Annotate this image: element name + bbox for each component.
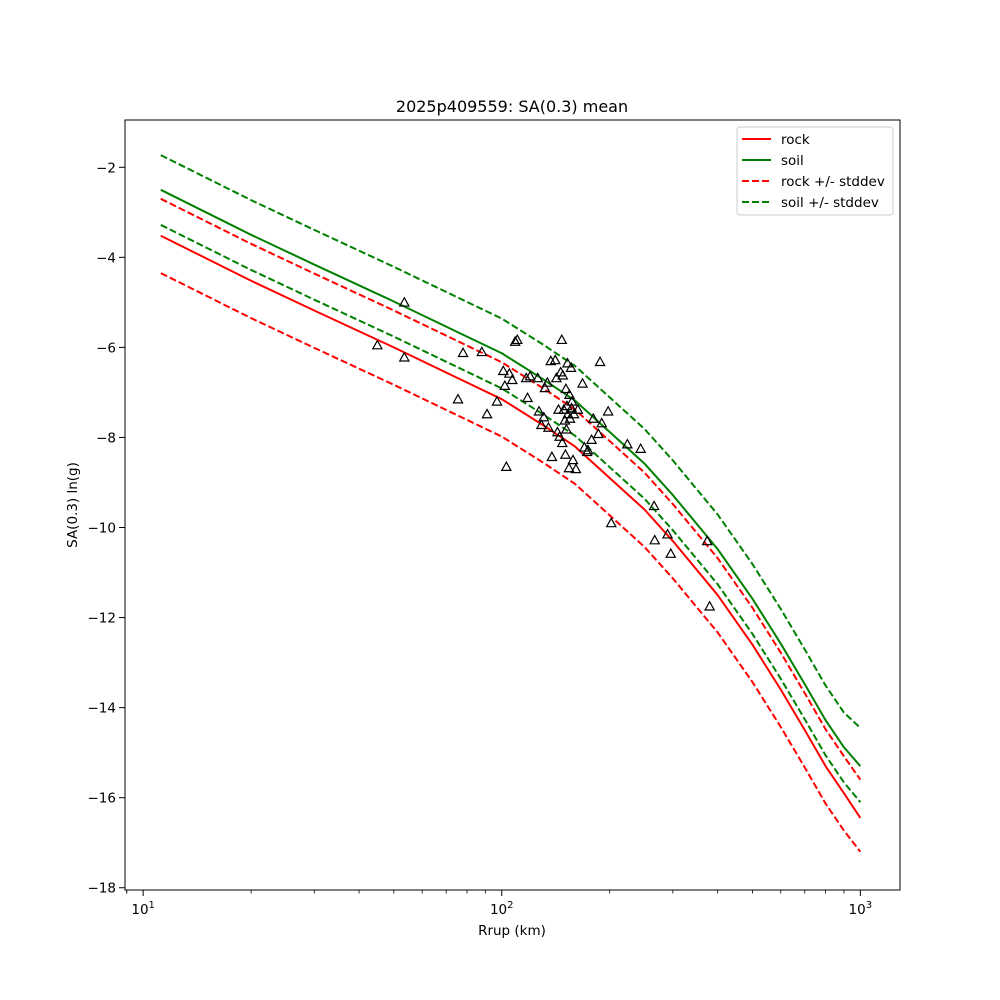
- observation-point-0: [371, 339, 384, 350]
- observation-point-38: [559, 448, 572, 459]
- y-axis-title: SA(0.3) ln(g): [65, 462, 81, 548]
- y-tick-label-2: −6: [96, 340, 116, 356]
- observation-point-5: [476, 346, 488, 357]
- observation-point-10: [500, 460, 512, 472]
- legend-box: [736, 126, 894, 216]
- plot-area: [160, 154, 862, 853]
- observation-point-4: [457, 346, 469, 358]
- observation-point-68: [649, 534, 661, 545]
- legend: rock soil rock +/- stddev soil +/- stddev: [736, 126, 894, 216]
- observation-point-57: [582, 444, 594, 455]
- observation-point-50: [567, 454, 579, 465]
- observation-point-13: [509, 335, 521, 346]
- observation-point-9: [499, 379, 511, 390]
- observation-point-14: [511, 333, 523, 345]
- observation-point-53: [572, 403, 584, 414]
- observation-point-18: [532, 372, 544, 383]
- series-line-5: [160, 224, 862, 803]
- observation-point-58: [585, 433, 598, 444]
- observation-point-7: [491, 395, 503, 406]
- x-tick-label-2: 103: [849, 900, 873, 918]
- series-line-0: [160, 234, 862, 819]
- observation-point-71: [701, 535, 713, 546]
- observation-point-3: [452, 393, 464, 404]
- observation-point-44: [563, 462, 575, 473]
- observation-point-67: [648, 500, 660, 511]
- observation-point-62: [596, 417, 608, 428]
- x-tick-label-1: 102: [490, 900, 514, 918]
- x-axis-title: Rrup (km): [478, 923, 546, 939]
- legend-label-2: rock +/- stddev: [781, 174, 885, 190]
- observation-point-72: [704, 600, 716, 611]
- observation-point-1: [398, 296, 410, 307]
- observation-point-65: [621, 438, 633, 449]
- y-tick-label-4: −10: [88, 521, 117, 537]
- y-tick-label-1: −4: [96, 250, 116, 266]
- legend-label-3: soil +/- stddev: [781, 195, 879, 211]
- observation-point-6: [481, 408, 493, 419]
- observation-point-59: [587, 412, 599, 423]
- observation-point-69: [661, 528, 674, 539]
- observation-point-16: [521, 391, 534, 403]
- observation-point-27: [549, 354, 561, 365]
- observation-point-61: [594, 355, 606, 367]
- observation-point-66: [635, 442, 647, 453]
- observation-point-40: [560, 423, 573, 434]
- observation-point-49: [566, 395, 578, 406]
- observation-point-17: [524, 370, 536, 381]
- observation-point-30: [552, 403, 565, 414]
- y-axis: −2 −4 −6 −8 −10 −12 −14 −16 −18: [88, 160, 125, 897]
- observation-point-11: [503, 367, 515, 378]
- observation-point-52: [570, 463, 582, 474]
- observation-point-31: [553, 430, 566, 441]
- observation-point-22: [539, 382, 551, 393]
- observation-point-39: [560, 382, 572, 394]
- legend-label-1: soil: [781, 153, 804, 169]
- observation-point-34: [556, 437, 568, 448]
- series-line-2: [160, 197, 862, 781]
- x-axis: 101 102 103: [126, 890, 873, 918]
- observation-point-15: [520, 372, 532, 383]
- observation-point-23: [541, 376, 553, 387]
- observation-point-2: [398, 351, 410, 362]
- y-tick-label-6: −14: [88, 701, 117, 717]
- y-tick-label-0: −2: [96, 160, 116, 176]
- observation-point-47: [565, 361, 577, 372]
- legend-label-0: rock: [781, 132, 810, 148]
- observation-point-33: [556, 333, 568, 345]
- observations-group: [371, 296, 716, 611]
- series-line-4: [160, 154, 862, 729]
- observation-point-8: [497, 364, 509, 376]
- y-tick-label-3: −8: [96, 430, 116, 446]
- plot-frame: [124, 119, 901, 891]
- observation-point-64: [605, 517, 617, 528]
- observation-point-21: [538, 411, 550, 422]
- observation-point-70: [665, 547, 677, 558]
- observation-point-19: [533, 405, 545, 416]
- chart-title: 2025p409559: SA(0.3) mean: [396, 97, 628, 116]
- observation-point-24: [542, 421, 555, 432]
- y-tick-label-5: −12: [88, 611, 117, 627]
- observation-point-48: [565, 402, 578, 413]
- y-tick-label-8: −18: [88, 881, 117, 897]
- observation-point-26: [546, 450, 558, 462]
- observation-point-35: [557, 369, 569, 380]
- observation-point-45: [563, 388, 576, 399]
- observation-point-63: [602, 405, 614, 416]
- y-tick-label-7: −16: [88, 791, 117, 807]
- observation-point-60: [592, 428, 605, 439]
- observation-point-12: [506, 373, 518, 385]
- x-tick-label-0: 101: [131, 900, 155, 918]
- observation-point-54: [576, 377, 589, 388]
- observation-point-42: [561, 357, 574, 368]
- series-line-3: [160, 272, 862, 853]
- observation-point-20: [535, 419, 548, 430]
